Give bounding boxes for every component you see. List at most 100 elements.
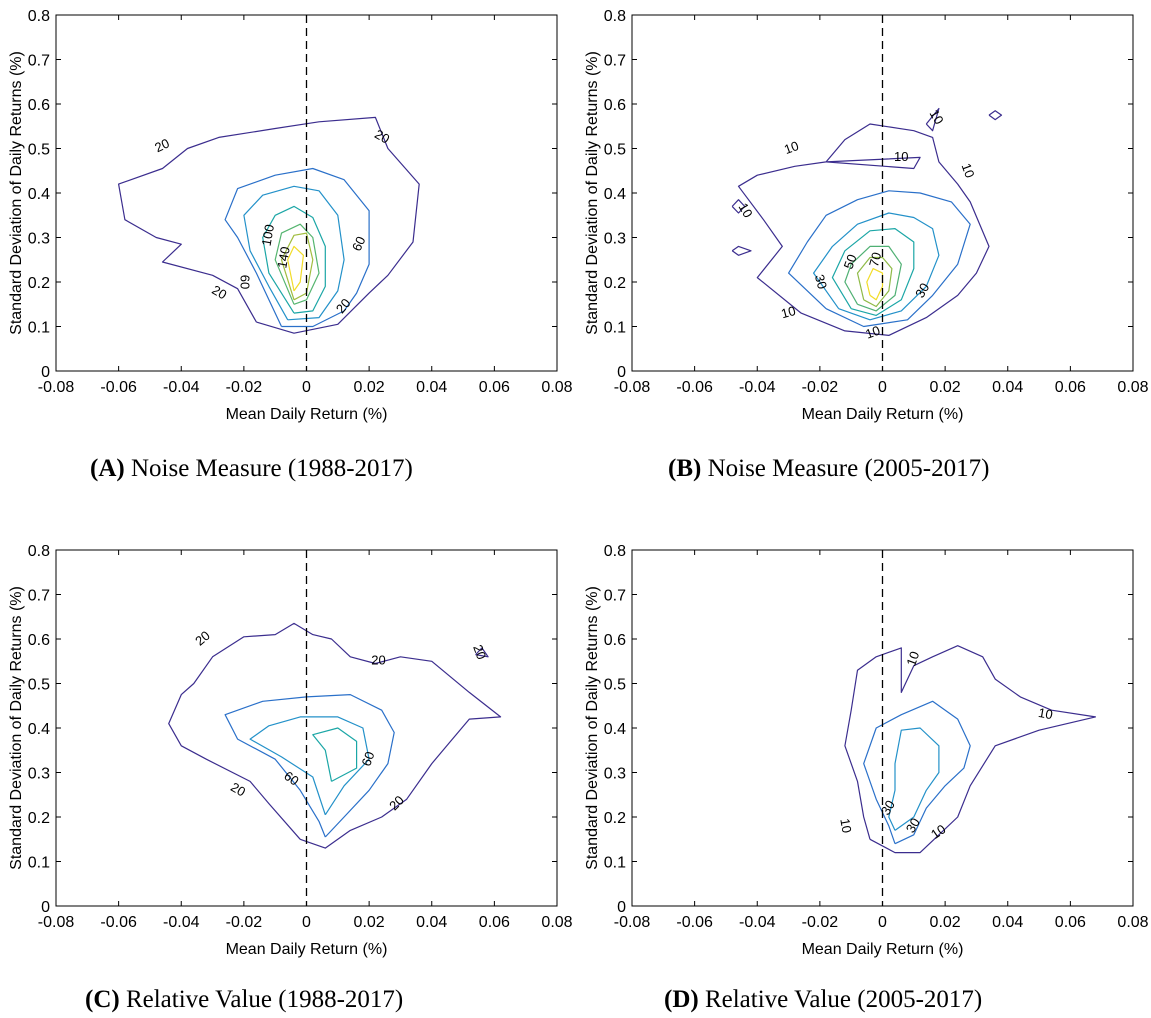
x-tick-label: 0.04 <box>992 914 1023 931</box>
x-tick-label: 0.08 <box>541 914 572 931</box>
y-tick-label: 0 <box>41 899 50 916</box>
y-tick-label: 0 <box>617 364 626 381</box>
y-tick-label: 0.4 <box>28 721 50 738</box>
x-tick-label: -0.02 <box>802 914 839 931</box>
contour-line-level-20 <box>863 700 971 845</box>
y-tick-label: 0.3 <box>28 231 50 248</box>
x-tick-label: 0.04 <box>992 379 1023 396</box>
contour-line-level-30 <box>888 727 940 831</box>
x-tick-label: -0.08 <box>38 379 75 396</box>
contour-label: 70 <box>866 251 884 269</box>
panel-b-caption-tag: (B) <box>668 455 702 482</box>
y-tick-label: 0.6 <box>604 632 626 649</box>
contour-label: 30 <box>812 273 830 291</box>
contour-label: 20 <box>228 779 248 799</box>
y-tick-label: 0.2 <box>28 275 50 292</box>
x-tick-label: 0.06 <box>479 914 510 931</box>
contour-label: 30 <box>912 280 932 300</box>
y-tick-label: 0.5 <box>28 142 50 159</box>
contour-line-level-10 <box>988 110 1003 121</box>
x-tick-label: -0.08 <box>614 914 651 931</box>
x-tick-label: -0.02 <box>226 379 263 396</box>
panel-c-caption-tag: (C) <box>85 986 120 1013</box>
contour-label: 60 <box>349 234 369 253</box>
y-tick-label: 0.5 <box>28 677 50 694</box>
contour-label: 20 <box>470 643 489 662</box>
contour-line-level-10 <box>844 645 1096 854</box>
x-tick-label: -0.08 <box>614 379 651 396</box>
contour-line-level-40 <box>831 228 915 316</box>
x-tick-label: -0.06 <box>100 914 137 931</box>
panel-c-chart: -0.08 -0.06 -0.04 -0.02 0 0.02 0.04 0.06 0.08 0 0.… <box>8 543 573 958</box>
x-axis-label: Mean Daily Return (%) <box>226 941 388 958</box>
contour-label: 10 <box>894 149 908 164</box>
contour-label: 60 <box>281 768 301 789</box>
contour-line-level-10 <box>737 123 990 336</box>
contour-line-level-80 <box>262 205 326 314</box>
contour-line-level-10 <box>925 107 940 132</box>
y-tick-label: 0.4 <box>604 186 626 203</box>
x-tick-label: -0.04 <box>163 379 200 396</box>
contour-label: 10 <box>903 649 922 668</box>
contour-line-level-20 <box>118 116 420 334</box>
y-tick-label: 0.7 <box>28 588 50 605</box>
y-tick-label: 0 <box>617 899 626 916</box>
x-tick-label: 0.06 <box>1055 914 1086 931</box>
y-tick-label: 0.7 <box>604 588 626 605</box>
x-tick-label: -0.04 <box>739 379 776 396</box>
contour-line-level-20 <box>475 647 489 658</box>
contour-label: 10 <box>927 107 947 127</box>
contour-label: 10 <box>837 817 854 834</box>
x-tick-label: 0.02 <box>930 379 961 396</box>
x-tick-label: 0.08 <box>1117 914 1148 931</box>
panel-d-chart: -0.08 -0.06 -0.04 -0.02 0 0.02 0.04 0.06 0.08 0 0.… <box>584 543 1149 958</box>
panel-a-chart: -0.08 -0.06 -0.04 -0.02 0 0.02 0.04 0.06 0.08 0 0.… <box>8 8 573 423</box>
y-tick-label: 0.5 <box>604 142 626 159</box>
y-tick-label: 0.8 <box>28 8 50 25</box>
panel-b-chart: -0.08 -0.06 -0.04 -0.02 0 0.02 0.04 0.06 0.08 0 0.… <box>584 8 1149 423</box>
y-tick-label: 0.8 <box>28 543 50 560</box>
x-tick-label: 0.08 <box>541 379 572 396</box>
contour-layer <box>844 645 1096 854</box>
contour-line-level-30 <box>813 212 940 321</box>
y-tick-label: 0.8 <box>604 543 626 560</box>
y-axis-label: Standard Deviation of Daily Returns (%) <box>8 51 25 335</box>
x-tick-label: 0.02 <box>930 914 961 931</box>
panel-a-caption-text: Noise Measure (1988-2017) <box>130 455 413 482</box>
contour-label: 60 <box>237 275 252 289</box>
contour-label: 20 <box>209 282 229 302</box>
y-tick-label: 0.2 <box>604 810 626 827</box>
contour-label: 10 <box>779 303 797 321</box>
panel-b-caption: (B) Noise Measure (2005-2017) <box>668 455 989 483</box>
x-tick-label: -0.06 <box>676 914 713 931</box>
contour-label: 50 <box>841 252 860 271</box>
y-tick-label: 0.1 <box>604 320 626 337</box>
contour-line-level-70 <box>866 268 884 301</box>
y-tick-label: 0.3 <box>604 766 626 783</box>
y-tick-label: 0.7 <box>28 53 50 70</box>
x-tick-label: 0.02 <box>354 914 385 931</box>
y-tick-label: 0.5 <box>604 677 626 694</box>
contour-label: 10 <box>736 200 756 220</box>
panel-a-caption: (A) Noise Measure (1988-2017) <box>90 455 413 483</box>
contour-line-level-10 <box>731 199 746 214</box>
panel-a-caption-tag: (A) <box>90 455 125 482</box>
panel-d-caption-tag: (D) <box>664 986 699 1013</box>
y-tick-label: 0.8 <box>604 8 626 25</box>
contour-line-level-140 <box>287 245 304 292</box>
y-tick-label: 0.3 <box>28 766 50 783</box>
panel-b-caption-text: Noise Measure (2005-2017) <box>707 455 990 482</box>
panel-d-caption: (D) Relative Value (2005-2017) <box>664 986 982 1014</box>
y-tick-label: 0.7 <box>604 53 626 70</box>
x-tick-label: 0.04 <box>416 914 447 931</box>
x-tick-label: 0 <box>878 914 887 931</box>
x-axis-label: Mean Daily Return (%) <box>226 406 388 423</box>
panel-c-caption-text: Relative Value (1988-2017) <box>125 986 404 1013</box>
y-tick-label: 0.6 <box>604 97 626 114</box>
y-axis-label: Standard Deviation of Daily Returns (%) <box>584 51 601 335</box>
x-axis-label: Mean Daily Return (%) <box>802 406 964 423</box>
contour-line-level-10 <box>826 156 921 170</box>
contour-label: 10 <box>782 138 801 157</box>
panel-d-caption-text: Relative Value (2005-2017) <box>704 986 983 1013</box>
contour-label: 10 <box>928 821 948 842</box>
